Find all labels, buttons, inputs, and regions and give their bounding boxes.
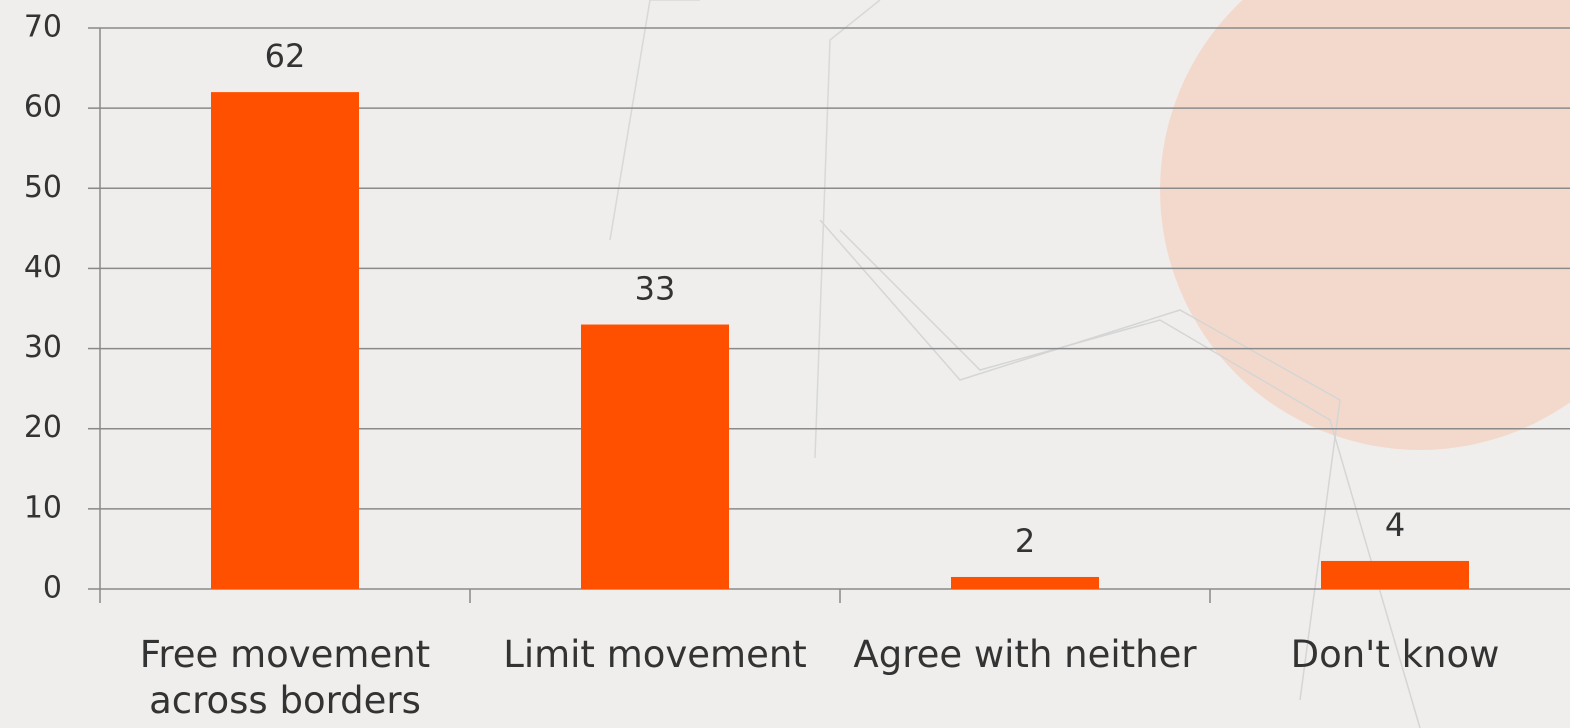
x-tick-label: Free movement across borders — [139, 633, 431, 722]
y-tick-label: 70 — [24, 10, 62, 45]
bar — [581, 324, 729, 589]
bar — [1321, 560, 1469, 589]
background-decoration — [609, 0, 1570, 728]
data-label: 62 — [265, 37, 306, 75]
y-tick-label: 40 — [24, 250, 62, 285]
y-tick-label: 10 — [24, 490, 62, 525]
bar — [211, 92, 359, 589]
y-tick-label: 30 — [24, 330, 62, 365]
data-label: 33 — [635, 270, 676, 308]
y-tick-label: 0 — [43, 571, 62, 606]
bar — [951, 576, 1099, 589]
data-label: 4 — [1385, 506, 1405, 544]
x-tick-label: Limit movement — [503, 633, 807, 676]
x-tick-label: Don't know — [1290, 633, 1500, 676]
y-tick-label: 50 — [24, 170, 62, 205]
y-tick-label: 20 — [24, 410, 62, 445]
y-tick-label: 60 — [24, 90, 62, 125]
x-tick-label: Agree with neither — [853, 633, 1197, 676]
data-label: 2 — [1015, 522, 1035, 560]
